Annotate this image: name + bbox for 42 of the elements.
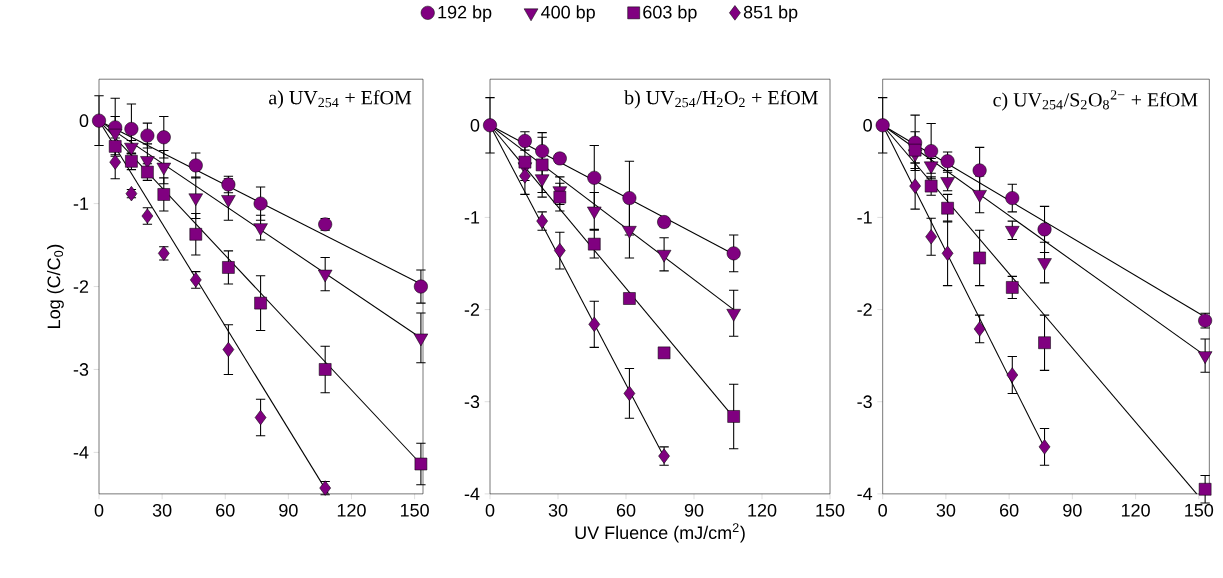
y-tick-label: -4 [464,487,480,501]
legend-label: 192 bp [438,5,492,23]
x-tick-label: 120 [337,503,366,517]
x-tick-label: 60 [216,503,235,517]
x-tick-label: 120 [748,503,777,517]
y-tick-label: 0 [863,118,872,132]
x-tick-label: 30 [548,503,568,517]
y-tick-label: -1 [464,211,480,224]
y-tick-label: -2 [857,303,872,316]
y-tick-label: 0 [470,118,480,132]
y-tick-label: -1 [857,211,872,224]
annotation: b) UV$_{254}$/H$_{2}$O$_{2}$ + EfOM [624,90,818,109]
annotation: a) UV$_{254}$ + EfOM [269,90,412,109]
y-axis-title: Log (C/C$_{0}$) [47,244,64,328]
x-tick-label: 150 [816,503,845,517]
legend-label: 851 bp [743,5,798,23]
y-tick-label: -1 [73,197,89,210]
x-tick-label: 90 [279,503,298,517]
y-tick-label: -4 [73,446,89,459]
y-tick-label: -2 [464,303,480,316]
x-tick-label: 60 [1000,503,1019,517]
x-tick-label: 0 [878,503,887,517]
x-tick-label: 30 [152,503,172,517]
x-tick-label: 30 [936,503,956,517]
x-tick-label: 120 [1121,503,1150,517]
x-tick-label: 60 [616,503,636,517]
y-tick-label: -4 [857,487,873,501]
x-tick-label: 0 [485,503,495,517]
legend-label: 603 bp [643,5,697,23]
y-tick-label: -3 [464,395,480,409]
x-tick-label: 90 [1063,503,1082,517]
y-tick-label: -2 [73,280,89,293]
x-tick-label: 150 [400,503,429,517]
x-tick-label: 90 [684,503,704,517]
x-axis-title: UV Fluence (mJ/cm$^{2}$) [575,523,745,543]
y-tick-label: 0 [79,114,89,128]
x-tick-label: 150 [1185,503,1214,517]
annotation: c) UV$_{254}$/S$_{2}$O$_{8}$$^{2−}$ + EfOM [993,90,1198,111]
x-tick-label: 0 [94,503,104,517]
y-tick-label: -3 [857,395,872,409]
y-tick-label: -3 [73,363,89,376]
legend-label: 400 bp [541,5,595,23]
